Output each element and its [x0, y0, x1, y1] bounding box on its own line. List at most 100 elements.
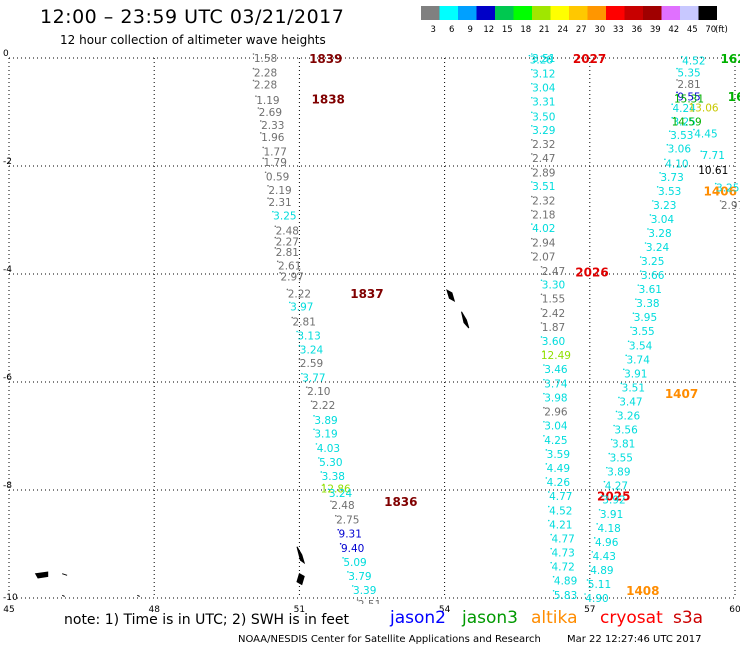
track-point [540, 293, 543, 296]
track-point [671, 103, 673, 106]
track-point [676, 91, 678, 94]
wave-height-label: 4.72 [551, 562, 574, 574]
color-bin-9 [458, 6, 477, 20]
track-point [601, 494, 603, 497]
wave-height-label: 9.40 [341, 543, 364, 555]
track-point [625, 354, 627, 357]
track-point [347, 571, 349, 573]
wave-height-label: 3.92 [602, 495, 625, 507]
track-point [639, 270, 642, 272]
color-scale-legend: 3 6 9 12 15 18 21 24 27 30 33 36 39 42 45 70(ft) [421, 6, 728, 35]
wave-height-label: 4.90 [585, 593, 608, 605]
track-point [558, 632, 560, 634]
track-point [693, 128, 695, 131]
credit-line: NOAA/NESDIS Center for Satellite Applica… [238, 634, 541, 645]
track-point [630, 326, 632, 329]
y-tick-label: -2 [3, 157, 12, 167]
wave-height-label: 3.54 [629, 340, 653, 352]
track-point [591, 551, 594, 553]
wave-height-label: 13.06 [689, 103, 719, 115]
track-point [276, 260, 279, 263]
track-point [635, 298, 637, 300]
track-point [547, 519, 550, 522]
track-layer: 1.58 2.282.28 1.192.692.331.96 1.771.79 0.59… [252, 52, 740, 648]
wave-height-label: 4.52 [682, 56, 705, 68]
legend-s3a: s3a [673, 608, 704, 628]
wave-height-label: 2.42 [542, 308, 565, 320]
track-point [262, 146, 265, 149]
pass-time-label: 1838 [312, 93, 345, 107]
wave-height-label: 3.38 [636, 298, 659, 310]
track-point [690, 102, 693, 105]
wave-height-label: 4.03 [317, 443, 340, 455]
wave-height-label: 3.25 [641, 256, 664, 268]
wave-height-label: 4.21 [549, 520, 572, 532]
track-point [531, 82, 533, 85]
track-point [622, 368, 625, 371]
track-point [291, 316, 294, 319]
track-point [700, 164, 703, 167]
color-bin-label: 15 [502, 25, 513, 35]
wave-height-label: 9.55 [677, 91, 700, 103]
wave-height-label: 2.47 [532, 153, 555, 165]
track-point [531, 111, 533, 114]
track-point [264, 171, 267, 174]
wave-height-label: 3.56 [614, 425, 638, 437]
color-bin-label: 36 [631, 25, 642, 35]
wave-height-label: 3.26 [617, 410, 641, 422]
track-point [676, 79, 678, 81]
wave-height-label: 2.81 [276, 247, 299, 259]
track-point [598, 508, 601, 511]
track-point [259, 132, 262, 134]
track-point [356, 599, 359, 601]
y-tick-label: -4 [3, 265, 12, 275]
track-point [301, 372, 303, 375]
color-bin-18 [513, 6, 532, 20]
track-point [337, 528, 340, 531]
wave-height-label: 2.32 [532, 196, 555, 208]
track-point [267, 197, 269, 199]
color-bin-12 [476, 6, 495, 20]
track-point [313, 415, 315, 417]
wave-height-label: 2.48 [276, 225, 299, 237]
wave-height-label: 3.25 [273, 211, 296, 223]
wave-height-label: 3.25 [716, 183, 739, 195]
track-point [531, 153, 533, 155]
wave-height-label: 3.13 [297, 331, 320, 343]
pass-time-label: 1836 [384, 495, 417, 509]
page-title: 12:00 – 23:59 UTC 03/21/2017 [40, 6, 345, 28]
wave-height-label: 6.28 [363, 614, 386, 626]
wave-height-label: 2.97 [721, 200, 740, 212]
track-point [531, 139, 533, 141]
track-point [305, 386, 308, 388]
track-point [681, 55, 683, 58]
track-point [606, 466, 608, 469]
wave-height-label: 4.25 [544, 435, 567, 447]
wave-height-label: 2.22 [312, 400, 335, 412]
wave-height-label: 2.69 [259, 107, 282, 119]
units-note: note: 1) Time is in UTC; 2) SWH is in fe… [64, 612, 350, 628]
color-bin-42 [661, 6, 680, 20]
wave-height-label: 1.79 [264, 157, 287, 169]
track-point [274, 247, 277, 249]
track-point [545, 449, 548, 451]
wave-height-label: 5.83 [554, 590, 577, 602]
landmass [62, 573, 68, 576]
wave-height-label: 3.28 [648, 228, 671, 240]
color-bin-27 [569, 6, 588, 20]
track-point [555, 604, 557, 606]
wave-height-label: 2.28 [254, 79, 277, 91]
track-point [320, 471, 323, 473]
wave-height-label: 2.07 [532, 252, 555, 264]
wave-height-label: 2.81 [293, 317, 316, 329]
track-point [647, 228, 649, 230]
wave-height-label: 1.96 [261, 132, 285, 144]
landmass [61, 594, 65, 597]
track-point [560, 646, 562, 648]
track-point [296, 330, 298, 333]
track-cryosat: 1.58 2.282.28 1.192.692.331.96 1.771.79 0.59… [252, 52, 418, 626]
wave-height-label: 4.27 [605, 481, 628, 493]
wave-height-label: 2.27 [276, 237, 299, 249]
track-point [540, 336, 543, 338]
track-point [649, 214, 652, 216]
